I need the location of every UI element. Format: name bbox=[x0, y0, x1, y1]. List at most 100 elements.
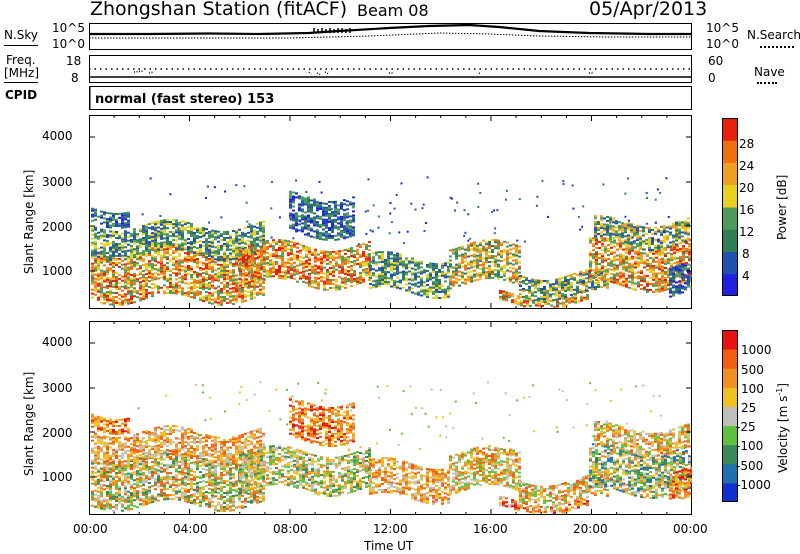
power-cell bbox=[314, 286, 317, 289]
power-cell bbox=[670, 265, 673, 268]
power-cell bbox=[304, 225, 307, 228]
power-cell bbox=[594, 215, 597, 218]
power-cell bbox=[381, 275, 384, 277]
power-cell bbox=[687, 239, 690, 242]
power-cell bbox=[118, 216, 121, 219]
power-cell bbox=[624, 215, 627, 218]
power-cell bbox=[525, 289, 528, 291]
power-cell bbox=[263, 260, 266, 263]
power-cell bbox=[226, 230, 229, 233]
power-cell bbox=[289, 190, 292, 193]
power-cell bbox=[127, 298, 130, 301]
power-cell bbox=[311, 267, 314, 270]
velocity-cell bbox=[106, 467, 109, 469]
velocity-cell bbox=[91, 470, 94, 473]
power-cell bbox=[591, 282, 594, 285]
power-cell bbox=[684, 228, 687, 231]
power-cell bbox=[461, 265, 464, 268]
power-cell bbox=[259, 288, 262, 291]
power-cell bbox=[396, 262, 399, 265]
power-cell bbox=[649, 269, 652, 271]
power-cell bbox=[642, 228, 645, 231]
power-cell bbox=[289, 214, 292, 217]
power-cell bbox=[515, 244, 518, 247]
power-cell bbox=[238, 238, 241, 241]
power-cell bbox=[482, 265, 485, 268]
velocity-cell bbox=[160, 480, 163, 483]
power-cell bbox=[145, 255, 148, 258]
power-cell bbox=[145, 263, 148, 266]
power-cell bbox=[341, 269, 344, 272]
power-cell bbox=[298, 207, 301, 210]
power-cell bbox=[239, 268, 242, 271]
power-cell bbox=[232, 269, 235, 272]
power-cell bbox=[145, 226, 148, 229]
power-cell bbox=[687, 281, 690, 284]
power-cell bbox=[646, 282, 649, 285]
power-cell bbox=[130, 294, 133, 296]
power-cell bbox=[447, 289, 450, 292]
power-cell bbox=[157, 269, 160, 272]
power-cell bbox=[145, 248, 148, 251]
power-cell bbox=[503, 258, 506, 261]
power-cell bbox=[133, 295, 136, 298]
power-cell bbox=[175, 262, 178, 265]
power-cell bbox=[124, 218, 127, 221]
velocity-cell bbox=[106, 493, 109, 495]
power-cell bbox=[494, 275, 497, 278]
power-cell bbox=[334, 208, 337, 211]
power-cell bbox=[160, 227, 163, 230]
power-cell bbox=[130, 280, 133, 282]
power-cell bbox=[217, 289, 220, 292]
power-cell bbox=[148, 270, 151, 273]
power-cell bbox=[256, 281, 259, 284]
power-cell bbox=[624, 227, 627, 230]
power-cell bbox=[687, 227, 690, 230]
power-cell bbox=[314, 248, 317, 251]
power-cell bbox=[304, 219, 307, 222]
velocity-cell bbox=[166, 468, 169, 471]
power-cell bbox=[235, 264, 238, 267]
nsearch-tick-low: 10^0 bbox=[706, 37, 739, 51]
power-cell bbox=[196, 254, 199, 257]
power-cell bbox=[106, 273, 109, 275]
velocity-cell bbox=[130, 472, 133, 474]
power-cell bbox=[332, 250, 335, 253]
power-cell bbox=[133, 277, 136, 280]
power-cell bbox=[169, 270, 172, 272]
power-cell bbox=[245, 264, 248, 267]
power-cell bbox=[130, 296, 133, 298]
power-cell bbox=[305, 269, 308, 272]
power-cell bbox=[676, 251, 679, 254]
power-cell bbox=[317, 267, 320, 270]
power-cell bbox=[190, 233, 193, 235]
velocity-cells bbox=[91, 381, 692, 514]
power-cell bbox=[500, 244, 503, 247]
power-cell bbox=[571, 300, 574, 303]
power-cell bbox=[619, 245, 622, 248]
velocity-cell bbox=[97, 470, 100, 473]
power-cell bbox=[349, 221, 352, 224]
power-cell bbox=[193, 287, 196, 289]
power-cell bbox=[245, 282, 248, 285]
power-cell bbox=[556, 303, 559, 306]
power-cell bbox=[160, 270, 163, 273]
power-cell bbox=[353, 260, 356, 263]
power-cell bbox=[613, 263, 616, 266]
power-cell bbox=[438, 281, 441, 283]
power-cell bbox=[582, 290, 585, 292]
velocity-cell bbox=[109, 475, 112, 478]
power-cell bbox=[121, 299, 124, 302]
power-cell bbox=[299, 243, 302, 246]
power-cell bbox=[670, 263, 673, 266]
power-cell bbox=[287, 262, 290, 265]
power-cell bbox=[263, 242, 266, 245]
power-cell bbox=[586, 296, 589, 299]
power-cell bbox=[636, 243, 639, 246]
power-cell bbox=[503, 266, 506, 269]
power-cell bbox=[124, 232, 127, 235]
power-cell bbox=[205, 256, 208, 259]
power-cell bbox=[190, 258, 193, 260]
power-cell bbox=[289, 196, 292, 199]
power-cell bbox=[570, 281, 573, 284]
